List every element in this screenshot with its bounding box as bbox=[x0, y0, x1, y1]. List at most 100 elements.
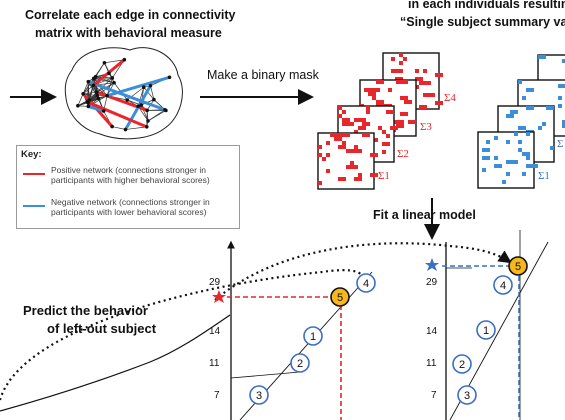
matrix-cell bbox=[403, 57, 407, 61]
matrix-cell bbox=[494, 164, 502, 168]
dotted-curve-top bbox=[214, 242, 512, 301]
matrix-cell bbox=[342, 145, 346, 149]
matrix-cell bbox=[338, 177, 346, 181]
right-ytick-11: 11 bbox=[426, 358, 437, 369]
brain-node bbox=[105, 93, 109, 98]
matrix-cell bbox=[482, 168, 486, 172]
brain-edge bbox=[104, 59, 125, 64]
matrix-cell bbox=[368, 92, 376, 96]
matrix-cell bbox=[318, 181, 322, 185]
matrix-cell bbox=[506, 172, 510, 176]
matrix-cell bbox=[415, 77, 423, 81]
matrix-cell bbox=[338, 114, 342, 118]
brain-highlight-edge bbox=[106, 75, 170, 98]
matrix-cell bbox=[342, 118, 350, 122]
svg-text:3: 3 bbox=[256, 390, 262, 402]
matrix-cell bbox=[326, 169, 330, 173]
right-ytick-29: 29 bbox=[426, 277, 438, 288]
brain-node bbox=[144, 125, 149, 129]
predict-label-line1: Predict the behavior bbox=[23, 303, 148, 318]
matrix-cell bbox=[366, 133, 370, 137]
matrix-cell bbox=[382, 150, 386, 154]
brain-edge bbox=[87, 81, 90, 101]
brain-edge bbox=[147, 110, 167, 122]
sigma-blue-label: Σ bbox=[557, 138, 564, 150]
matrix-cell bbox=[358, 118, 366, 122]
right-title-line2: “Single subject summary val bbox=[400, 15, 565, 29]
matrix-cell bbox=[364, 88, 368, 92]
brain-node bbox=[152, 97, 156, 102]
matrix-cell bbox=[338, 106, 342, 110]
matrix-cell bbox=[366, 106, 370, 110]
left-predicted-point: 5 bbox=[330, 287, 350, 307]
matrix-cell bbox=[322, 157, 326, 161]
matrix-cell bbox=[358, 149, 362, 153]
matrix-cell bbox=[550, 146, 554, 150]
matrix-cell bbox=[326, 141, 330, 145]
right-point-4: 4 bbox=[493, 275, 513, 295]
brain-highlight-edge bbox=[87, 104, 105, 113]
svg-text:4: 4 bbox=[363, 278, 369, 290]
matrix-cell bbox=[506, 140, 510, 144]
matrix-cell bbox=[423, 93, 427, 97]
matrix-cell bbox=[388, 88, 392, 92]
matrix-cell bbox=[342, 133, 350, 137]
matrix-cell bbox=[382, 142, 390, 146]
matrix-cell bbox=[427, 93, 435, 97]
matrix-cell bbox=[370, 153, 378, 157]
matrix-cell bbox=[366, 110, 370, 114]
matrix-cell bbox=[526, 156, 530, 160]
matrix-cell bbox=[342, 110, 346, 114]
matrix-cell bbox=[399, 53, 403, 57]
matrix-cell bbox=[378, 126, 382, 130]
brain-node bbox=[91, 83, 96, 88]
brain-node bbox=[139, 103, 144, 107]
positive-mask-matrices bbox=[317, 52, 443, 190]
matrix-cell bbox=[494, 136, 498, 140]
right-ytick-7: 7 bbox=[431, 390, 437, 401]
matrix-cell bbox=[358, 126, 366, 130]
matrix-cell bbox=[518, 80, 522, 84]
matrix-cell bbox=[482, 156, 490, 160]
matrix-cell bbox=[318, 153, 322, 157]
sigma-4-label: Σ4 bbox=[444, 92, 456, 104]
svg-text:4: 4 bbox=[500, 280, 506, 292]
right-point-1: 1 bbox=[476, 320, 496, 340]
matrix-cell bbox=[526, 132, 530, 136]
matrix-cell bbox=[386, 110, 394, 114]
brain-edge bbox=[95, 62, 105, 77]
matrix-cell bbox=[514, 132, 518, 136]
matrix-cell bbox=[334, 137, 342, 141]
matrix-cell bbox=[506, 160, 510, 164]
brain-node bbox=[141, 85, 146, 90]
brain-node bbox=[146, 119, 150, 123]
brain-node bbox=[86, 79, 91, 84]
left-point-4: 4 bbox=[356, 273, 376, 293]
connectivity-matrix bbox=[477, 131, 538, 189]
svg-text:5: 5 bbox=[515, 261, 521, 273]
sigma-3-label: Σ3 bbox=[420, 121, 432, 133]
dotted-curve-lower bbox=[0, 314, 231, 412]
svg-text:2: 2 bbox=[459, 359, 465, 371]
matrix-cell bbox=[400, 120, 404, 124]
matrix-cell bbox=[526, 88, 534, 92]
left-ytick-7: 7 bbox=[214, 390, 220, 401]
left-title-line1: Correlate each edge in connectivity bbox=[25, 8, 236, 22]
matrix-cell bbox=[370, 173, 378, 177]
matrix-cell bbox=[538, 126, 542, 130]
brain-node bbox=[94, 90, 99, 94]
right-title-line1: in each individuals resulting bbox=[408, 0, 565, 11]
brain-node bbox=[122, 57, 127, 62]
left-point-1: 1 bbox=[303, 326, 323, 346]
negative-network-text: Negative network (connections stronger i… bbox=[51, 197, 210, 217]
matrix-cell bbox=[482, 148, 490, 152]
matrix-cell bbox=[400, 80, 408, 84]
left-ytick-11: 11 bbox=[209, 358, 220, 369]
matrix-cell bbox=[358, 173, 362, 177]
matrix-cell bbox=[522, 152, 530, 156]
matrix-cell bbox=[376, 100, 384, 104]
right-ytick-14: 14 bbox=[426, 326, 438, 337]
matrix-cell bbox=[396, 80, 400, 84]
matrix-cell bbox=[423, 69, 427, 73]
